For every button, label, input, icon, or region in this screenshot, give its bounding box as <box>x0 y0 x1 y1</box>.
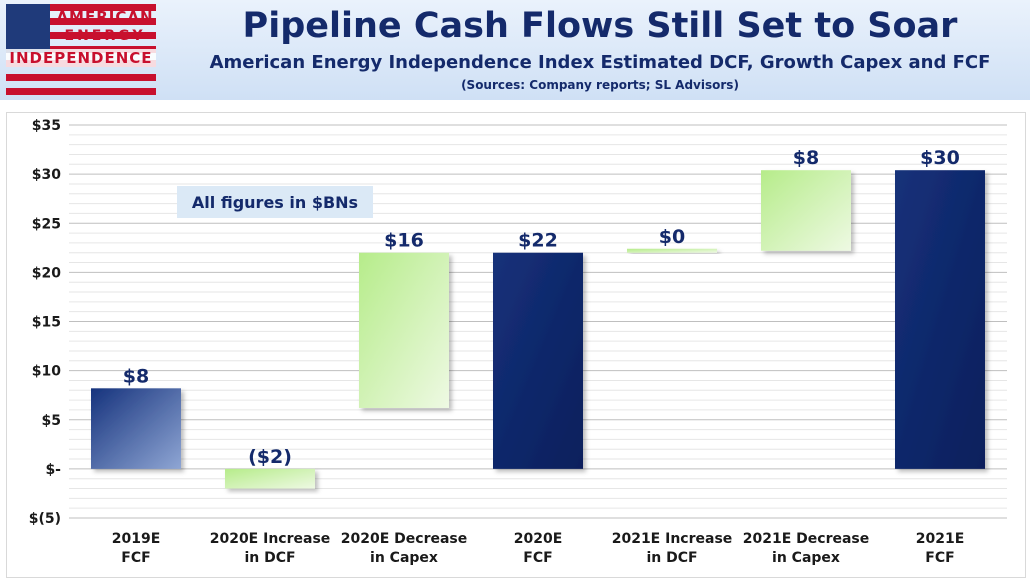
bar-value-label: $8 <box>793 147 819 169</box>
x-category-label: 2021E Decrease <box>743 531 870 547</box>
american-energy-independence-logo: AMERICAN ENERGY INDEPENDENCE <box>6 4 156 96</box>
y-tick-label: $15 <box>32 315 61 331</box>
x-category-label: 2019E <box>112 531 161 547</box>
waterfall-chart: $35 $30 $25 $20 $15 $10 $5 $- $(5) $8 ($2) $16 $22 $… <box>29 118 1007 566</box>
y-tick-label: $30 <box>32 167 61 183</box>
page-subtitle: American Energy Independence Index Estim… <box>209 52 991 73</box>
x-category-label: 2020E Increase <box>210 531 331 547</box>
header-banner: AMERICAN ENERGY INDEPENDENCE Pipeline Ca… <box>0 0 1030 100</box>
y-tick-label: $25 <box>32 216 61 232</box>
y-tick-label: $20 <box>32 265 61 281</box>
y-tick-label: $(5) <box>29 511 61 527</box>
total-bar <box>895 170 985 469</box>
waterfall-chart-panel: $35 $30 $25 $20 $15 $10 $5 $- $(5) $8 ($2) $16 $22 $… <box>6 112 1026 578</box>
total-bar <box>91 388 181 469</box>
x-category-label: FCF <box>523 550 552 566</box>
x-category-label: 2020E Decrease <box>341 531 468 547</box>
star-canton-icon <box>6 4 50 53</box>
change-bar <box>761 170 851 251</box>
change-bar <box>359 252 449 408</box>
y-tick-label: $35 <box>32 118 61 134</box>
annotation-box <box>177 186 373 218</box>
x-category-label: in DCF <box>646 550 697 566</box>
bar-value-label: $16 <box>384 230 424 252</box>
source-note: (Sources: Company reports; SL Advisors) <box>461 78 739 92</box>
x-category-label: 2020E <box>514 531 563 547</box>
y-tick-label: $10 <box>32 364 61 380</box>
logo-text-line-1: AMERICAN <box>56 8 154 26</box>
bar-value-label: $30 <box>920 147 960 169</box>
x-category-label: 2021E <box>916 531 965 547</box>
annotation-text: All figures in $BNs <box>192 193 358 212</box>
x-category-label: 2021E Increase <box>612 531 733 547</box>
x-category-label: in DCF <box>244 550 295 566</box>
bar-value-label: ($2) <box>248 446 292 468</box>
x-category-label: FCF <box>121 550 150 566</box>
bar-value-label: $22 <box>518 230 558 252</box>
page-title: Pipeline Cash Flows Still Set to Soar <box>242 6 958 46</box>
change-bar <box>225 468 315 489</box>
bar-value-label: $8 <box>123 365 149 387</box>
bar-value-label: $0 <box>659 226 685 248</box>
y-tick-label: $5 <box>42 413 61 429</box>
change-bar <box>627 248 717 253</box>
y-tick-label: $- <box>45 462 61 478</box>
x-category-label: FCF <box>925 550 954 566</box>
logo-text-line-2: ENERGY <box>64 28 146 44</box>
total-bar <box>493 252 583 469</box>
logo-text-line-3: INDEPENDENCE <box>6 49 156 67</box>
x-category-label: in Capex <box>772 550 840 566</box>
x-category-label: in Capex <box>370 550 438 566</box>
